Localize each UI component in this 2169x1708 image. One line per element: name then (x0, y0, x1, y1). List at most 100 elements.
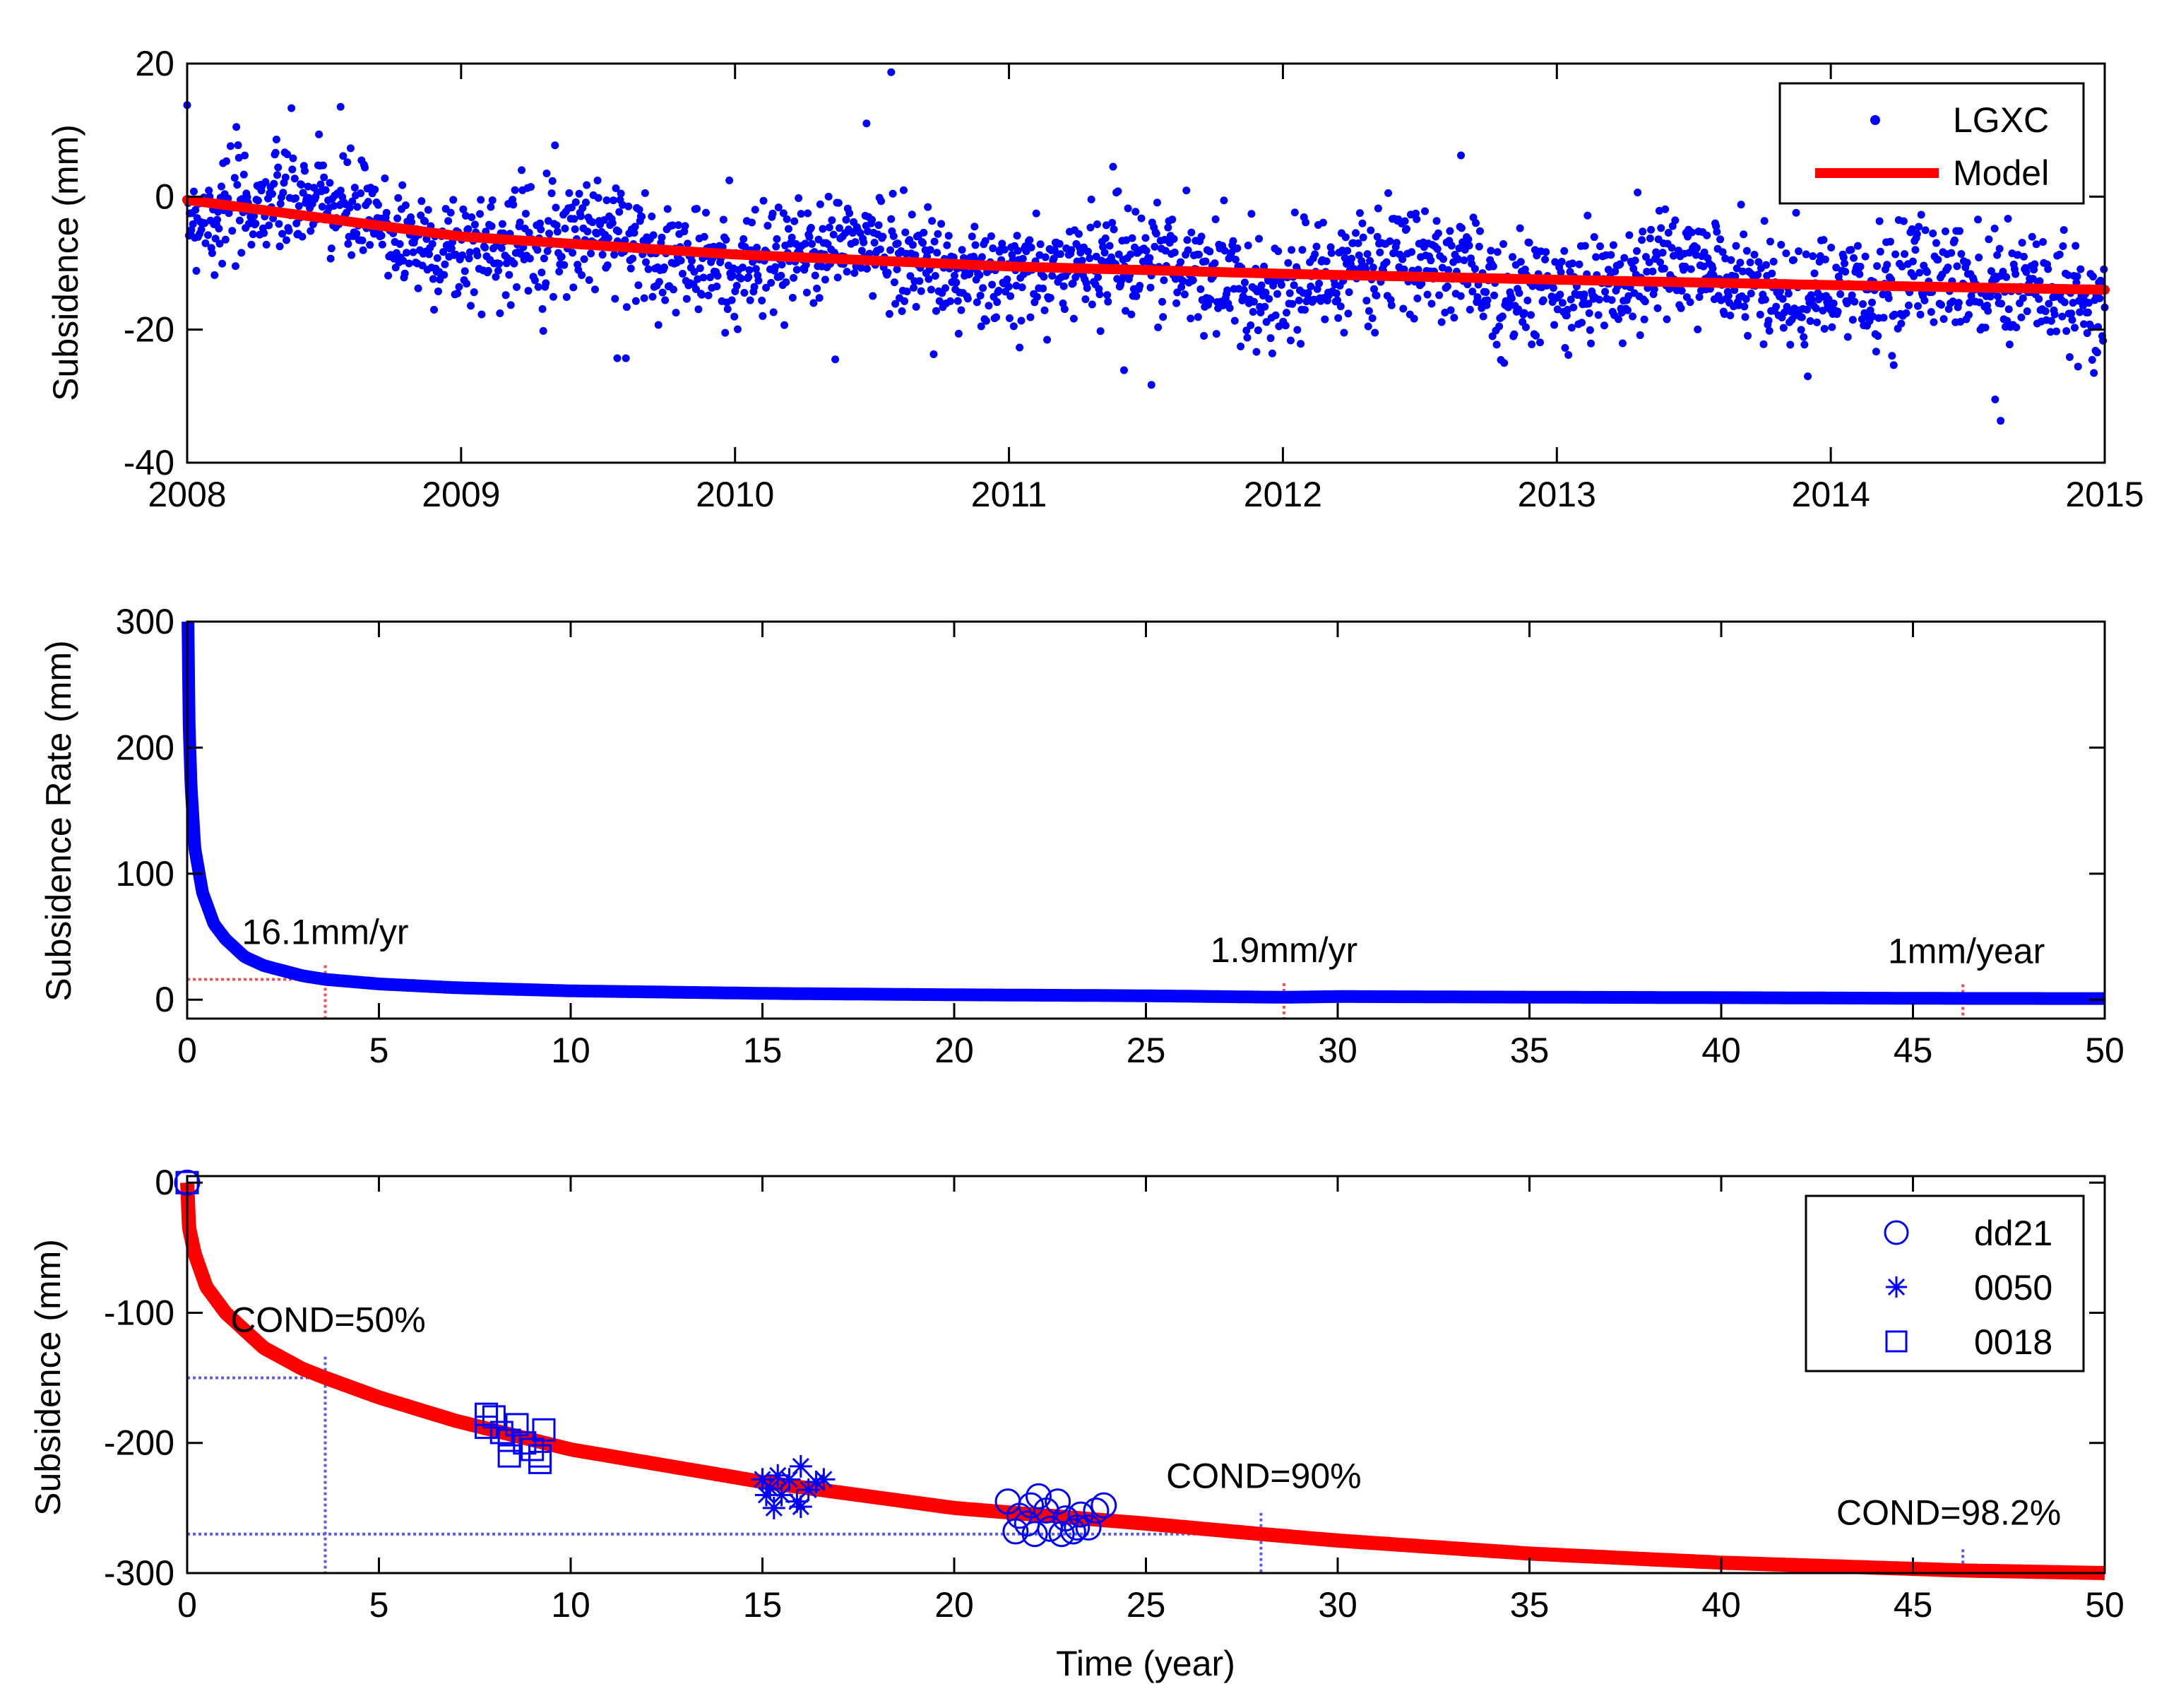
panel-1-legend: LGXC Model (1778, 82, 2085, 205)
lgxc-point (366, 241, 374, 249)
lgxc-point (254, 196, 262, 205)
lgxc-point (1408, 248, 1416, 256)
lgxc-point (1650, 285, 1658, 294)
lgxc-point (549, 292, 557, 301)
lgxc-point (2041, 307, 2050, 316)
lgxc-point (876, 245, 884, 254)
lgxc-point (569, 249, 577, 257)
lgxc-point (2050, 310, 2059, 319)
lgxc-point (862, 119, 871, 128)
lgxc-point (1693, 244, 1701, 252)
panel-3-xtick-label: 35 (1510, 1585, 1550, 1625)
lgxc-point (1560, 247, 1569, 255)
lgxc-point (1557, 257, 1566, 266)
lgxc-point (511, 186, 519, 194)
lgxc-point (1465, 242, 1473, 250)
lgxc-point (464, 225, 473, 233)
lgxc-point (468, 213, 476, 222)
lgxc-point (1196, 285, 1205, 293)
lgxc-point (1889, 361, 1898, 369)
lgxc-point (970, 223, 979, 231)
lgxc-point (1036, 240, 1045, 249)
lgxc-point (630, 229, 638, 237)
marker-0018 (497, 1444, 521, 1468)
lgxc-point (298, 232, 307, 241)
legend-0018-marker (1885, 1330, 1908, 1353)
lgxc-point (1733, 264, 1741, 273)
lgxc-point (421, 217, 429, 225)
lgxc-point (473, 251, 482, 260)
lgxc-point (807, 223, 815, 232)
lgxc-point (682, 295, 691, 303)
lgxc-point (1551, 258, 1559, 266)
lgxc-point (1180, 290, 1189, 299)
lgxc-point (741, 243, 749, 251)
lgxc-point (364, 198, 372, 206)
lgxc-point (889, 232, 898, 240)
lgxc-point (870, 238, 879, 247)
lgxc-point (604, 234, 612, 242)
lgxc-point (512, 283, 521, 291)
panel-2-xtick-label: 15 (743, 1031, 783, 1070)
lgxc-point (1754, 258, 1763, 266)
lgxc-point (968, 232, 976, 241)
lgxc-point (1594, 311, 1603, 319)
lgxc-point (1742, 295, 1750, 303)
lgxc-point (2084, 308, 2092, 316)
lgxc-point (487, 203, 495, 211)
lgxc-point (1890, 310, 1898, 319)
lgxc-point (1060, 305, 1069, 314)
lgxc-point (988, 280, 997, 289)
lgxc-point (439, 248, 448, 256)
lgxc-point (1013, 232, 1021, 240)
lgxc-point (1760, 217, 1769, 225)
lgxc-point (788, 293, 797, 302)
lgxc-point (1457, 151, 1466, 160)
lgxc-point (989, 244, 997, 253)
lgxc-point (1446, 227, 1454, 235)
lgxc-point (189, 187, 198, 196)
lgxc-point (1727, 256, 1735, 264)
lgxc-point (694, 275, 702, 283)
lgxc-point (576, 212, 585, 220)
lgxc-point (292, 194, 300, 203)
lgxc-point (937, 220, 946, 228)
lgxc-point (1640, 315, 1648, 324)
lgxc-point (189, 220, 197, 228)
lgxc-point (1153, 198, 1161, 207)
lgxc-point (1647, 225, 1656, 234)
lgxc-point (1319, 218, 1327, 227)
lgxc-point (2005, 340, 2014, 349)
lgxc-point (470, 220, 479, 229)
lgxc-point (649, 231, 658, 239)
lgxc-point (283, 236, 291, 244)
lgxc-point (1761, 295, 1769, 304)
lgxc-point (215, 239, 224, 248)
lgxc-point (1322, 257, 1331, 266)
marker-0018 (497, 1428, 521, 1452)
lgxc-point (1740, 302, 1749, 311)
lgxc-point (1631, 256, 1639, 265)
lgxc-point (808, 239, 816, 248)
lgxc-point (1735, 301, 1743, 309)
lgxc-point (1695, 292, 1704, 301)
lgxc-point (481, 243, 489, 251)
lgxc-point (1590, 233, 1598, 242)
lgxc-point (851, 238, 860, 247)
lgxc-point (1302, 218, 1310, 227)
lgxc-point (440, 271, 448, 279)
lgxc-point (1475, 242, 1483, 251)
lgxc-point (813, 284, 821, 292)
lgxc-point (1184, 246, 1192, 254)
lgxc-point (1664, 229, 1672, 237)
lgxc-point (1413, 215, 1421, 223)
lgxc-point (635, 206, 643, 214)
lgxc-point (1334, 314, 1343, 322)
lgxc-point (562, 293, 571, 302)
lgxc-point (1766, 237, 1774, 246)
lgxc-point (903, 287, 911, 296)
lgxc-point (788, 233, 796, 242)
lgxc-point (272, 136, 280, 144)
marker-0050 (766, 1464, 790, 1487)
lgxc-point (2012, 324, 2021, 332)
